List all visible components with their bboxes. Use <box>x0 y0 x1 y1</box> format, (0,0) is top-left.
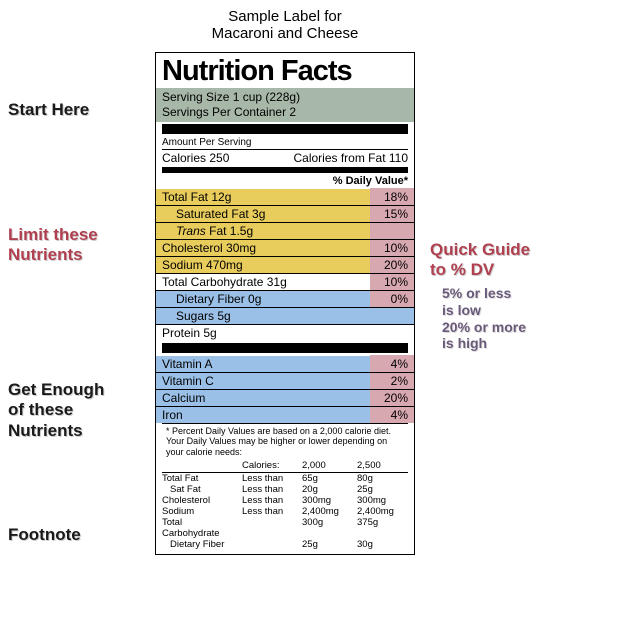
annotation-limit: Limit these Nutrients <box>8 225 98 266</box>
nutrition-facts-heading: Nutrition Facts <box>156 53 414 88</box>
nutrient-name: Saturated Fat 3g <box>156 206 370 222</box>
nutrient-name: Total Carbohydrate 31g <box>156 274 370 290</box>
daily-value: 18% <box>370 188 414 205</box>
amount-per-serving: Amount Per Serving <box>156 136 414 149</box>
daily-value: 15% <box>370 206 414 222</box>
nutrient-row: Dietary Fiber 0g0% <box>156 290 414 307</box>
vitamin-row: Vitamin A4% <box>156 355 414 372</box>
nutrient-name: Sodium 470mg <box>156 257 370 273</box>
divider-bar <box>162 124 408 134</box>
nutrient-rows: Total Fat 12g18%Saturated Fat 3g15%Trans… <box>156 188 414 341</box>
nutrient-row: Saturated Fat 3g15% <box>156 205 414 222</box>
vitamin-name: Iron <box>156 407 370 423</box>
nutrient-name: Dietary Fiber 0g <box>156 291 370 307</box>
daily-value <box>370 223 414 239</box>
footnote-table-row: SodiumLess than2,400mg2,400mg <box>162 506 408 517</box>
vitamin-rows: Vitamin A4%Vitamin C2%Calcium20%Iron4% <box>156 355 414 423</box>
footnote-text: * Percent Daily Values are based on a 2,… <box>156 424 414 459</box>
divider-bar <box>162 343 408 353</box>
nutrient-row: Total Fat 12g18% <box>156 188 414 205</box>
nutrient-row: Protein 5g <box>156 324 414 341</box>
calories: Calories 250 <box>162 151 294 165</box>
serving-size: Serving Size 1 cup (228g) <box>162 90 408 105</box>
footnote-table-head: Calories: 2,000 2,500 <box>162 460 408 473</box>
vitamin-name: Calcium <box>156 390 370 406</box>
footnote-table: Calories: 2,000 2,500 Total FatLess than… <box>156 459 414 554</box>
nutrient-row: Cholesterol 30mg10% <box>156 239 414 256</box>
daily-value: 10% <box>370 240 414 256</box>
annotation-start-here: Start Here <box>8 100 89 120</box>
nutrient-name: Protein 5g <box>156 325 414 341</box>
title-line2: Macaroni and Cheese <box>155 25 415 42</box>
vitamin-row: Iron4% <box>156 406 414 423</box>
nutrient-name: Sugars 5g <box>156 308 414 324</box>
footnote-table-row: Dietary Fiber25g30g <box>162 539 408 550</box>
title-line1: Sample Label for <box>155 8 415 25</box>
daily-value: 0% <box>370 291 414 307</box>
nutrient-name: Cholesterol 30mg <box>156 240 370 256</box>
servings-per-container: Servings Per Container 2 <box>162 105 408 120</box>
annotation-get-enough: Get Enough of these Nutrients <box>8 380 104 441</box>
sample-title: Sample Label for Macaroni and Cheese <box>155 8 415 42</box>
daily-value: 4% <box>370 407 414 423</box>
serving-block: Serving Size 1 cup (228g) Servings Per C… <box>156 88 414 122</box>
calories-row: Calories 250 Calories from Fat 110 <box>156 150 414 166</box>
vitamin-row: Calcium20% <box>156 389 414 406</box>
annotation-quick-guide: Quick Guide to % DV <box>430 240 530 281</box>
nutrient-name: Trans Fat 1.5g <box>156 223 370 239</box>
annotation-quick-guide-detail: 5% or less is low 20% or more is high <box>442 285 526 352</box>
daily-value: 10% <box>370 274 414 290</box>
nutrient-name: Total Fat 12g <box>156 189 370 205</box>
nutrition-label: Nutrition Facts Serving Size 1 cup (228g… <box>155 52 415 555</box>
vitamin-name: Vitamin A <box>156 356 370 372</box>
calories-from-fat: Calories from Fat 110 <box>294 151 409 165</box>
nutrient-row: Trans Fat 1.5g <box>156 222 414 239</box>
vitamin-name: Vitamin C <box>156 373 370 389</box>
footnote-table-row: Total FatLess than65g80g <box>162 473 408 484</box>
footnote-table-row: Total Carbohydrate300g375g <box>162 517 408 539</box>
vitamin-row: Vitamin C2% <box>156 372 414 389</box>
footnote-table-row: Sat FatLess than20g25g <box>162 484 408 495</box>
daily-value-header: % Daily Value* <box>156 174 414 188</box>
footnote-table-row: CholesterolLess than300mg300mg <box>162 495 408 506</box>
nutrient-row: Sodium 470mg20% <box>156 256 414 273</box>
nutrient-row: Sugars 5g <box>156 307 414 324</box>
nutrient-row: Total Carbohydrate 31g10% <box>156 273 414 290</box>
daily-value: 20% <box>370 390 414 406</box>
daily-value: 20% <box>370 257 414 273</box>
daily-value: 4% <box>370 355 414 372</box>
daily-value: 2% <box>370 373 414 389</box>
divider-bar <box>162 167 408 173</box>
annotation-footnote: Footnote <box>8 525 81 545</box>
